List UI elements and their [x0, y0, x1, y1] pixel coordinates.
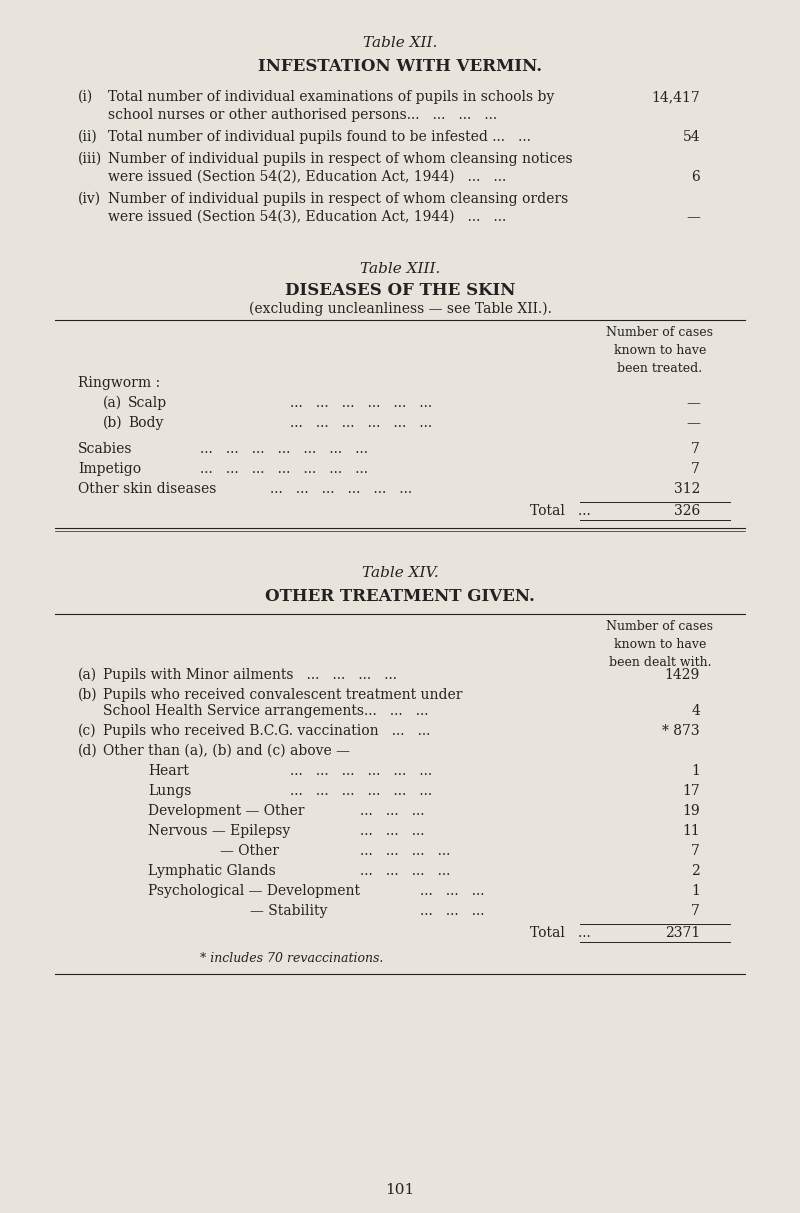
Text: 6: 6	[691, 170, 700, 184]
Text: (a): (a)	[103, 395, 122, 410]
Text: ...   ...   ...: ... ... ...	[360, 824, 425, 838]
Text: ...   ...   ...   ...   ...   ...: ... ... ... ... ... ...	[290, 784, 432, 798]
Text: 4: 4	[691, 704, 700, 718]
Text: 312: 312	[674, 482, 700, 496]
Text: ...   ...   ...   ...   ...   ...: ... ... ... ... ... ...	[290, 395, 432, 410]
Text: Impetigo: Impetigo	[78, 462, 141, 475]
Text: ...   ...   ...: ... ... ...	[420, 884, 485, 898]
Text: school nurses or other authorised persons...   ...   ...   ...: school nurses or other authorised person…	[108, 108, 497, 123]
Text: Scalp: Scalp	[128, 395, 167, 410]
Text: Total   ...: Total ...	[530, 926, 590, 940]
Text: 7: 7	[691, 442, 700, 456]
Text: Pupils who received convalescent treatment under: Pupils who received convalescent treatme…	[103, 688, 462, 702]
Text: Heart: Heart	[148, 764, 189, 778]
Text: ...   ...   ...: ... ... ...	[420, 904, 485, 918]
Text: ...   ...   ...   ...   ...   ...: ... ... ... ... ... ...	[290, 416, 432, 429]
Text: Total number of individual examinations of pupils in schools by: Total number of individual examinations …	[108, 90, 554, 104]
Text: were issued (Section 54(3), Education Act, 1944)   ...   ...: were issued (Section 54(3), Education Ac…	[108, 210, 506, 224]
Text: Number of cases
known to have
been dealt with.: Number of cases known to have been dealt…	[606, 620, 714, 670]
Text: Number of individual pupils in respect of whom cleansing notices: Number of individual pupils in respect o…	[108, 152, 573, 166]
Text: Total number of individual pupils found to be infested ...   ...: Total number of individual pupils found …	[108, 130, 531, 144]
Text: (c): (c)	[78, 724, 97, 738]
Text: —: —	[686, 416, 700, 429]
Text: 326: 326	[674, 503, 700, 518]
Text: 101: 101	[386, 1183, 414, 1197]
Text: 7: 7	[691, 904, 700, 918]
Text: Number of cases
known to have
been treated.: Number of cases known to have been treat…	[606, 326, 714, 375]
Text: Development — Other: Development — Other	[148, 804, 305, 818]
Text: —: —	[686, 210, 700, 224]
Text: 2: 2	[691, 864, 700, 878]
Text: 2371: 2371	[665, 926, 700, 940]
Text: 14,417: 14,417	[651, 90, 700, 104]
Text: Body: Body	[128, 416, 163, 429]
Text: 1: 1	[691, 764, 700, 778]
Text: Other than (a), (b) and (c) above —: Other than (a), (b) and (c) above —	[103, 744, 350, 758]
Text: (i): (i)	[78, 90, 94, 104]
Text: 1429: 1429	[665, 668, 700, 682]
Text: Table XIII.: Table XIII.	[360, 262, 440, 277]
Text: 1: 1	[691, 884, 700, 898]
Text: INFESTATION WITH VERMIN.: INFESTATION WITH VERMIN.	[258, 58, 542, 75]
Text: (ii): (ii)	[78, 130, 98, 144]
Text: Table XIV.: Table XIV.	[362, 566, 438, 580]
Text: Lungs: Lungs	[148, 784, 191, 798]
Text: Number of individual pupils in respect of whom cleansing orders: Number of individual pupils in respect o…	[108, 192, 568, 206]
Text: Lymphatic Glands: Lymphatic Glands	[148, 864, 276, 878]
Text: 17: 17	[682, 784, 700, 798]
Text: — Stability: — Stability	[250, 904, 327, 918]
Text: Nervous — Epilepsy: Nervous — Epilepsy	[148, 824, 290, 838]
Text: ...   ...   ...   ...   ...   ...: ... ... ... ... ... ...	[290, 764, 432, 778]
Text: (b): (b)	[78, 688, 98, 702]
Text: 19: 19	[682, 804, 700, 818]
Text: ...   ...   ...   ...   ...   ...   ...: ... ... ... ... ... ... ...	[200, 442, 368, 456]
Text: (iii): (iii)	[78, 152, 102, 166]
Text: were issued (Section 54(2), Education Act, 1944)   ...   ...: were issued (Section 54(2), Education Ac…	[108, 170, 506, 184]
Text: * 873: * 873	[662, 724, 700, 738]
Text: 7: 7	[691, 844, 700, 858]
Text: (a): (a)	[78, 668, 97, 682]
Text: ...   ...   ...   ...: ... ... ... ...	[360, 864, 450, 878]
Text: ...   ...   ...   ...   ...   ...   ...: ... ... ... ... ... ... ...	[200, 462, 368, 475]
Text: Psychological — Development: Psychological — Development	[148, 884, 360, 898]
Text: (d): (d)	[78, 744, 98, 758]
Text: Other skin diseases: Other skin diseases	[78, 482, 216, 496]
Text: * includes 70 revaccinations.: * includes 70 revaccinations.	[200, 952, 383, 966]
Text: ...   ...   ...: ... ... ...	[360, 804, 425, 818]
Text: OTHER TREATMENT GIVEN.: OTHER TREATMENT GIVEN.	[265, 588, 535, 605]
Text: (excluding uncleanliness — see Table XII.).: (excluding uncleanliness — see Table XII…	[249, 302, 551, 317]
Text: ...   ...   ...   ...: ... ... ... ...	[360, 844, 450, 858]
Text: (b): (b)	[103, 416, 122, 429]
Text: —: —	[686, 395, 700, 410]
Text: School Health Service arrangements...   ...   ...: School Health Service arrangements... ..…	[103, 704, 429, 718]
Text: 54: 54	[682, 130, 700, 144]
Text: Total   ...: Total ...	[530, 503, 590, 518]
Text: 11: 11	[682, 824, 700, 838]
Text: — Other: — Other	[220, 844, 279, 858]
Text: 7: 7	[691, 462, 700, 475]
Text: Table XII.: Table XII.	[363, 36, 437, 50]
Text: Ringworm :: Ringworm :	[78, 376, 160, 391]
Text: Scabies: Scabies	[78, 442, 133, 456]
Text: Pupils who received B.C.G. vaccination   ...   ...: Pupils who received B.C.G. vaccination .…	[103, 724, 430, 738]
Text: DISEASES OF THE SKIN: DISEASES OF THE SKIN	[285, 281, 515, 298]
Text: (iv): (iv)	[78, 192, 101, 206]
Text: ...   ...   ...   ...   ...   ...: ... ... ... ... ... ...	[270, 482, 412, 496]
Text: Pupils with Minor ailments   ...   ...   ...   ...: Pupils with Minor ailments ... ... ... .…	[103, 668, 397, 682]
